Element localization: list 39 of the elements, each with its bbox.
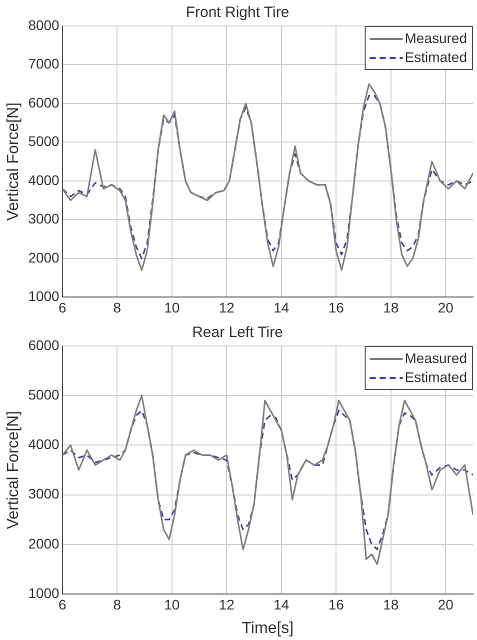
- x-tick-label: 18: [383, 596, 399, 612]
- y-tick-label: 4000: [28, 436, 60, 452]
- y-tick-label: 2000: [28, 535, 60, 552]
- y-tick-label: 4000: [28, 172, 60, 188]
- y-tick-label: 5000: [28, 133, 60, 150]
- x-tick-label: 18: [383, 299, 399, 316]
- legend-label: Measured: [404, 350, 468, 366]
- y-axis-title: Vertical Force[N]: [5, 410, 22, 530]
- y-tick-label: 1000: [28, 584, 60, 601]
- y-tick-label: 3000: [28, 486, 60, 502]
- x-tick-label: 16: [328, 596, 344, 612]
- chart-title: Front Right Tire: [186, 4, 290, 22]
- x-tick-label: 8: [113, 299, 122, 316]
- legend-label: Estimated: [404, 368, 467, 385]
- x-tick-label: 8: [113, 596, 122, 612]
- y-tick-label: 6000: [28, 336, 60, 353]
- x-tick-label: 10: [164, 596, 180, 612]
- y-tick-label: 1000: [28, 288, 60, 304]
- x-tick-label: 10: [164, 299, 180, 316]
- y-tick-label: 7000: [28, 56, 60, 72]
- x-tick-label: 12: [218, 596, 235, 612]
- x-tick-label: 14: [274, 299, 290, 316]
- legend-label: Estimated: [404, 48, 467, 65]
- y-tick-label: 2000: [28, 249, 60, 266]
- y-tick-label: 8000: [28, 16, 60, 33]
- y-tick-label: 5000: [28, 386, 60, 402]
- x-tick-label: 6: [58, 596, 66, 612]
- legend-label: Measured: [404, 30, 468, 46]
- y-axis-title: Vertical Force[N]: [5, 102, 22, 221]
- y-tick-label: 3000: [28, 210, 60, 227]
- x-tick-label: 6: [58, 299, 66, 316]
- x-tick-label: 14: [274, 596, 290, 612]
- x-tick-label: 20: [438, 299, 454, 316]
- x-tick-label: 16: [328, 299, 344, 316]
- y-tick-label: 6000: [28, 94, 60, 110]
- x-tick-label: 20: [438, 596, 454, 612]
- x-axis-title: Time[s]: [242, 620, 294, 637]
- chart-title: Rear Left Tire: [192, 324, 283, 342]
- x-tick-label: 12: [218, 299, 235, 316]
